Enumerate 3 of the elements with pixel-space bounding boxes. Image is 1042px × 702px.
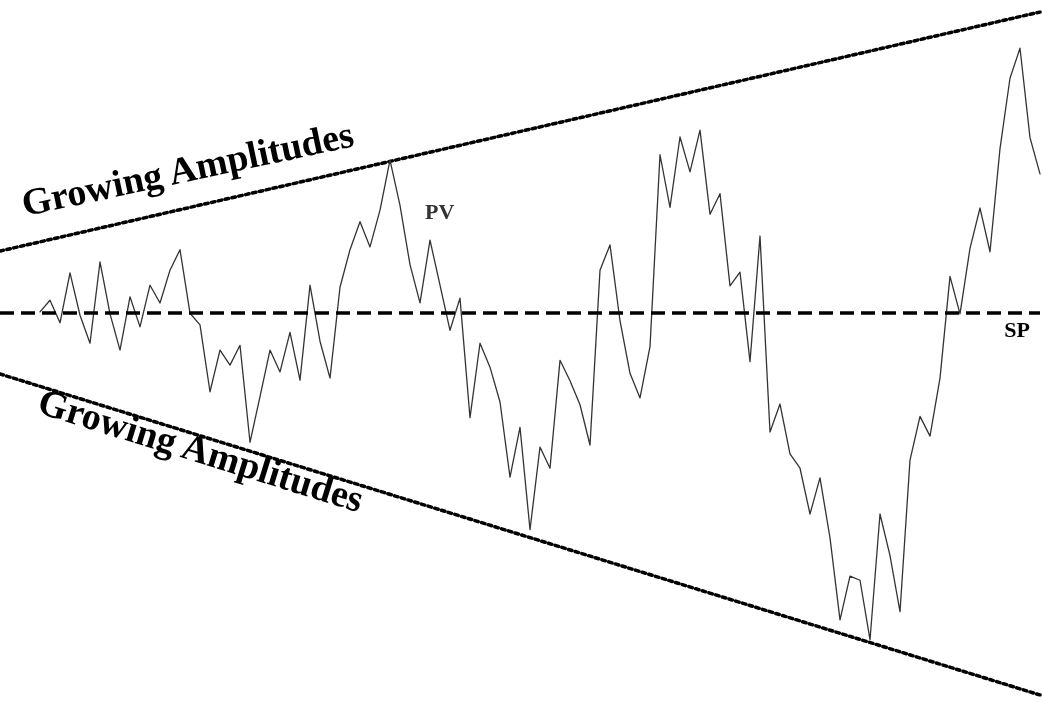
annotation: Growing Amplitudes <box>17 112 358 224</box>
ref-line-label: SP <box>1004 317 1030 343</box>
series-label: PV <box>425 198 455 224</box>
